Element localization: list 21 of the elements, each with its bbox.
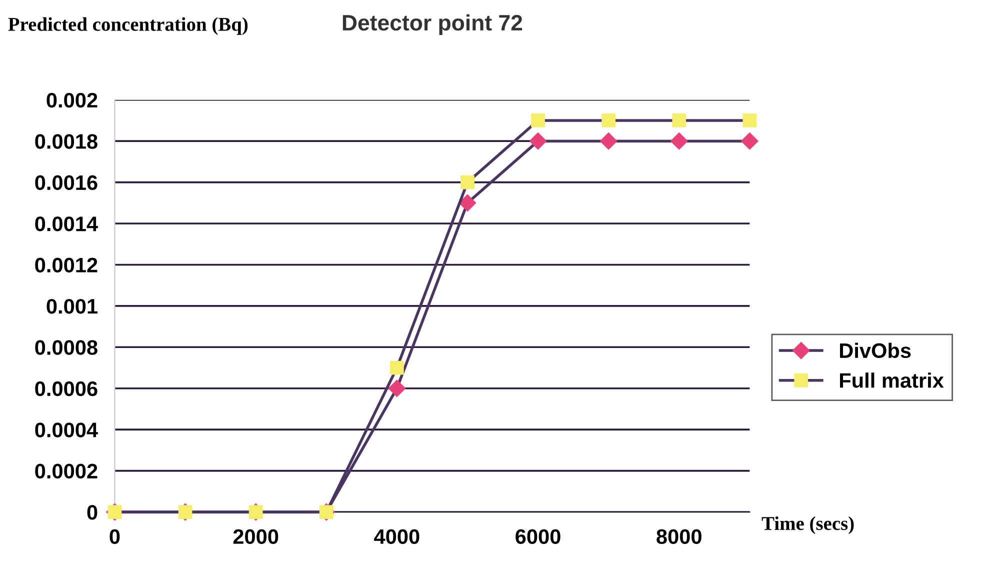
x-tick-label: 0 — [110, 529, 120, 544]
y-tick-label: 0.0014 — [35, 216, 98, 232]
x-tick-label: 6000 — [516, 529, 560, 544]
x-tick-label: 8000 — [656, 529, 702, 544]
legend-label: DivObs — [840, 342, 911, 358]
x-tick-label: 4000 — [374, 529, 420, 544]
y-tick-label: 0.0018 — [35, 134, 98, 149]
y-tick-label: 0 — [87, 505, 98, 520]
y-tick-label: 0.0012 — [35, 258, 98, 272]
y-tick-label: 0.0004 — [35, 422, 98, 438]
chart-title: Detector point 72 — [342, 14, 522, 36]
y-tick-label: 0.0006 — [35, 381, 98, 396]
y-tick-label: 0.0002 — [35, 464, 98, 479]
y-axis-title: Predicted concentration (Bq) — [8, 17, 248, 35]
y-tick-label: 0.002 — [46, 92, 98, 108]
x-axis-title: Time (secs) — [762, 516, 854, 534]
y-tick-label: 0.0008 — [35, 340, 98, 355]
legend-label: Full matrix — [840, 372, 944, 388]
x-tick-label: 2000 — [233, 529, 278, 544]
y-tick-label: 0.001 — [46, 298, 98, 314]
y-tick-label: 0.0016 — [35, 175, 98, 190]
